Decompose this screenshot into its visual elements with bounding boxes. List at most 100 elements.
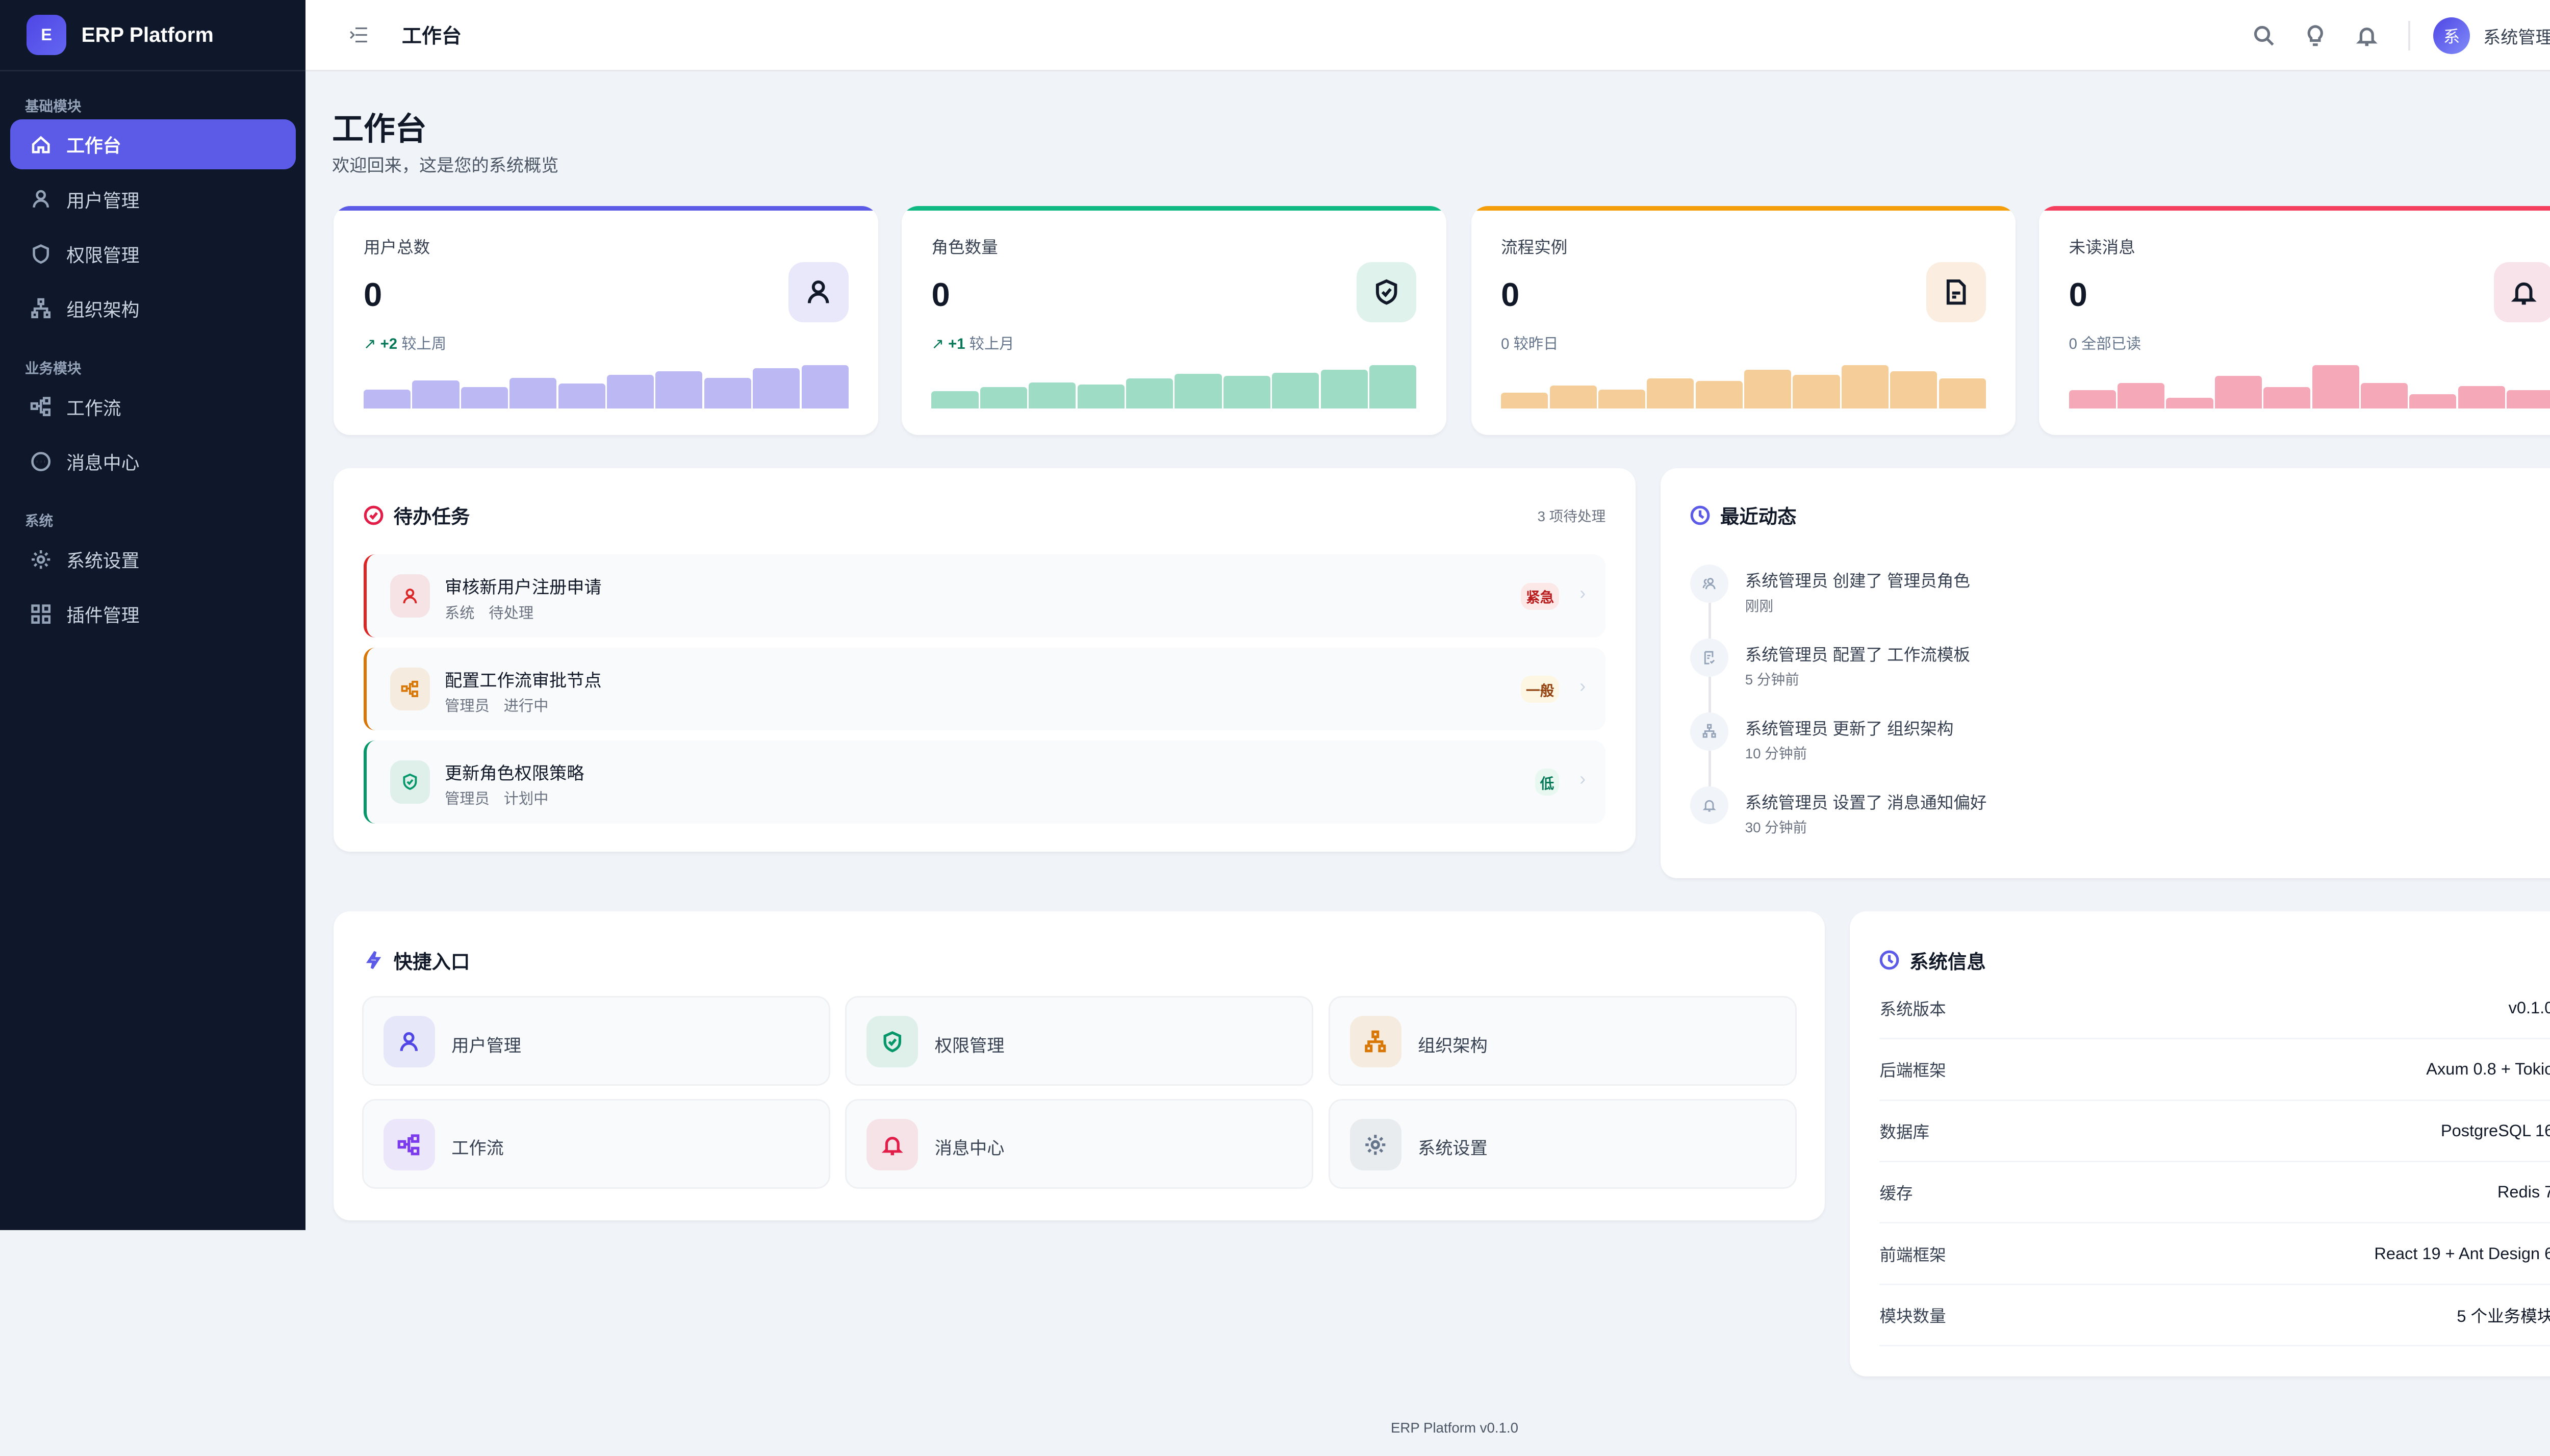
chevron-right-icon: › xyxy=(1579,769,1586,789)
quick-link[interactable]: 工作流 xyxy=(362,1099,830,1189)
brand[interactable]: E ERP Platform xyxy=(0,0,306,71)
sparkline-bar xyxy=(1320,369,1368,408)
shield-icon xyxy=(32,244,49,264)
sidebar-item[interactable]: 权限管理 xyxy=(10,229,296,279)
sidebar-item[interactable]: 工作流 xyxy=(10,382,296,432)
user-name[interactable]: 系统管理员 xyxy=(2483,28,2550,47)
sparkline-bar xyxy=(980,387,1027,408)
org-chart-icon xyxy=(1365,1030,1386,1053)
task-item[interactable]: 配置工作流审批节点 管理员 进行中 一般 › xyxy=(363,647,1606,731)
sysinfo-value: Redis 7 xyxy=(2497,1183,2550,1202)
sparkline-bar xyxy=(1793,374,1840,408)
avatar[interactable]: 系 xyxy=(2433,17,2470,54)
sysinfo-value: Axum 0.8 + Tokio xyxy=(2426,1060,2550,1079)
sysinfo-row: 缓存 Redis 7 xyxy=(1879,1162,2550,1224)
activity-dot xyxy=(1690,712,1729,751)
stat-icon xyxy=(1356,262,1417,322)
quick-link-label: 消息中心 xyxy=(934,1139,1005,1159)
user-icon xyxy=(400,1032,418,1051)
bell-icon[interactable] xyxy=(2355,24,2379,47)
shield-check-icon xyxy=(1375,279,1397,305)
sidebar-item[interactable]: 插件管理 xyxy=(10,590,296,640)
task-meta: 系统 待处理 xyxy=(445,604,534,622)
task-title: 配置工作流审批节点 xyxy=(445,671,602,691)
task-item[interactable]: 更新角色权限策略 管理员 计划中 低 › xyxy=(363,740,1606,824)
home-icon xyxy=(32,136,50,154)
sidebar-item-label: 工作流 xyxy=(66,398,121,419)
quick-link[interactable]: 消息中心 xyxy=(845,1099,1314,1189)
sparkline-bar xyxy=(2263,387,2311,408)
quick-link-label: 用户管理 xyxy=(451,1036,521,1056)
activity-dot xyxy=(1690,786,1729,825)
quick-link-icon xyxy=(866,1016,919,1068)
stat-card[interactable]: 用户总数 0 ↗ +2 较上周 xyxy=(334,206,879,435)
sysinfo-key: 后端框架 xyxy=(1879,1061,1946,1080)
user-icon xyxy=(32,190,49,208)
quick-link[interactable]: 权限管理 xyxy=(845,996,1314,1086)
stat-trend: 0 全部已读 xyxy=(2069,332,2141,353)
trend-text: 全部已读 xyxy=(2081,336,2141,353)
stat-icon xyxy=(1926,262,1986,322)
timeline-line xyxy=(1708,750,1711,787)
quick-header: 快捷入口 xyxy=(364,947,470,974)
sysinfo-key: 前端框架 xyxy=(1879,1245,1946,1264)
sparkline-bar xyxy=(2166,397,2213,408)
activity-item: 系统管理员 更新了 组织架构 10 分钟前 xyxy=(1690,712,2520,787)
sparkline-bar xyxy=(412,380,460,408)
timeline-line xyxy=(1708,602,1711,640)
activity-dot xyxy=(1690,564,1729,603)
trend-value: 0 xyxy=(1501,336,1510,353)
stat-icon xyxy=(2494,262,2550,322)
stat-card[interactable]: 未读消息 0 0 全部已读 xyxy=(2038,206,2550,435)
stat-label: 角色数量 xyxy=(931,238,998,257)
sparkline-bar xyxy=(931,391,979,408)
sparkline-bar xyxy=(558,383,605,408)
message-icon xyxy=(31,452,50,471)
activity-item: 系统管理员 设置了 消息通知偏好 30 分钟前 xyxy=(1690,786,2520,859)
sparkline-bar xyxy=(1841,365,1889,408)
sparkline-bar xyxy=(1223,375,1270,408)
sparkline-bar xyxy=(704,377,751,408)
sidebar-item[interactable]: 用户管理 xyxy=(10,174,296,224)
tasks-card: 待办任务 3 项待处理 审核新用户注册申请 系统 待处理 紧急 › 配置工作流审… xyxy=(334,468,1636,852)
workflow-icon xyxy=(30,397,50,417)
sidebar-item[interactable]: 消息中心 xyxy=(10,437,296,487)
collapse-menu-icon[interactable] xyxy=(349,25,369,45)
gear-icon xyxy=(1365,1135,1386,1155)
sparkline-bar xyxy=(1175,374,1222,408)
sparkline-bar xyxy=(801,365,849,408)
quick-link[interactable]: 组织架构 xyxy=(1328,996,1797,1086)
file-check-icon xyxy=(1704,651,1715,665)
sparkline-bar xyxy=(606,374,654,408)
priority-badge: 紧急 xyxy=(1521,582,1560,610)
sidebar-item-label: 系统设置 xyxy=(66,551,140,572)
lightbulb-icon[interactable] xyxy=(2304,24,2327,47)
sparkline-bar xyxy=(509,377,557,408)
search-icon[interactable] xyxy=(2252,24,2276,47)
sparkline xyxy=(931,365,1417,408)
stat-value: 0 xyxy=(2069,276,2087,314)
logo: E xyxy=(27,15,67,55)
quick-link[interactable]: 用户管理 xyxy=(362,996,830,1086)
trend-value: +2 xyxy=(380,336,398,353)
sparkline-bar xyxy=(1549,386,1597,408)
sidebar-item-label: 权限管理 xyxy=(66,245,140,266)
sparkline-bar xyxy=(1939,378,1986,408)
stat-card[interactable]: 流程实例 0 0 较昨日 xyxy=(1471,206,2016,435)
file-icon xyxy=(1946,279,1966,305)
sparkline-bar xyxy=(1029,382,1076,408)
task-item[interactable]: 审核新用户注册申请 系统 待处理 紧急 › xyxy=(363,554,1606,638)
trend-text: 较昨日 xyxy=(1513,336,1559,353)
sidebar: E ERP Platform 基础模块 工作台 用户管理 权限管理 组织架构 业务模块 工作… xyxy=(0,0,306,1231)
stat-icon xyxy=(788,262,849,322)
task-meta: 管理员 计划中 xyxy=(445,790,549,808)
sparkline-bar xyxy=(2360,382,2408,408)
stat-card[interactable]: 角色数量 0 ↗ +1 较上月 xyxy=(901,206,1446,435)
quick-link[interactable]: 系统设置 xyxy=(1328,1099,1797,1189)
bell-icon xyxy=(1702,800,1716,812)
clock-icon xyxy=(1690,505,1710,525)
sidebar-item[interactable]: 组织架构 xyxy=(10,284,296,334)
sidebar-item[interactable]: 系统设置 xyxy=(10,534,296,584)
system-info-card: 系统信息 系统版本 v0.1.0 后端框架 Axum 0.8 + Tokio 数据库 Po… xyxy=(1849,911,2550,1376)
sidebar-item[interactable]: 工作台 xyxy=(10,119,296,170)
